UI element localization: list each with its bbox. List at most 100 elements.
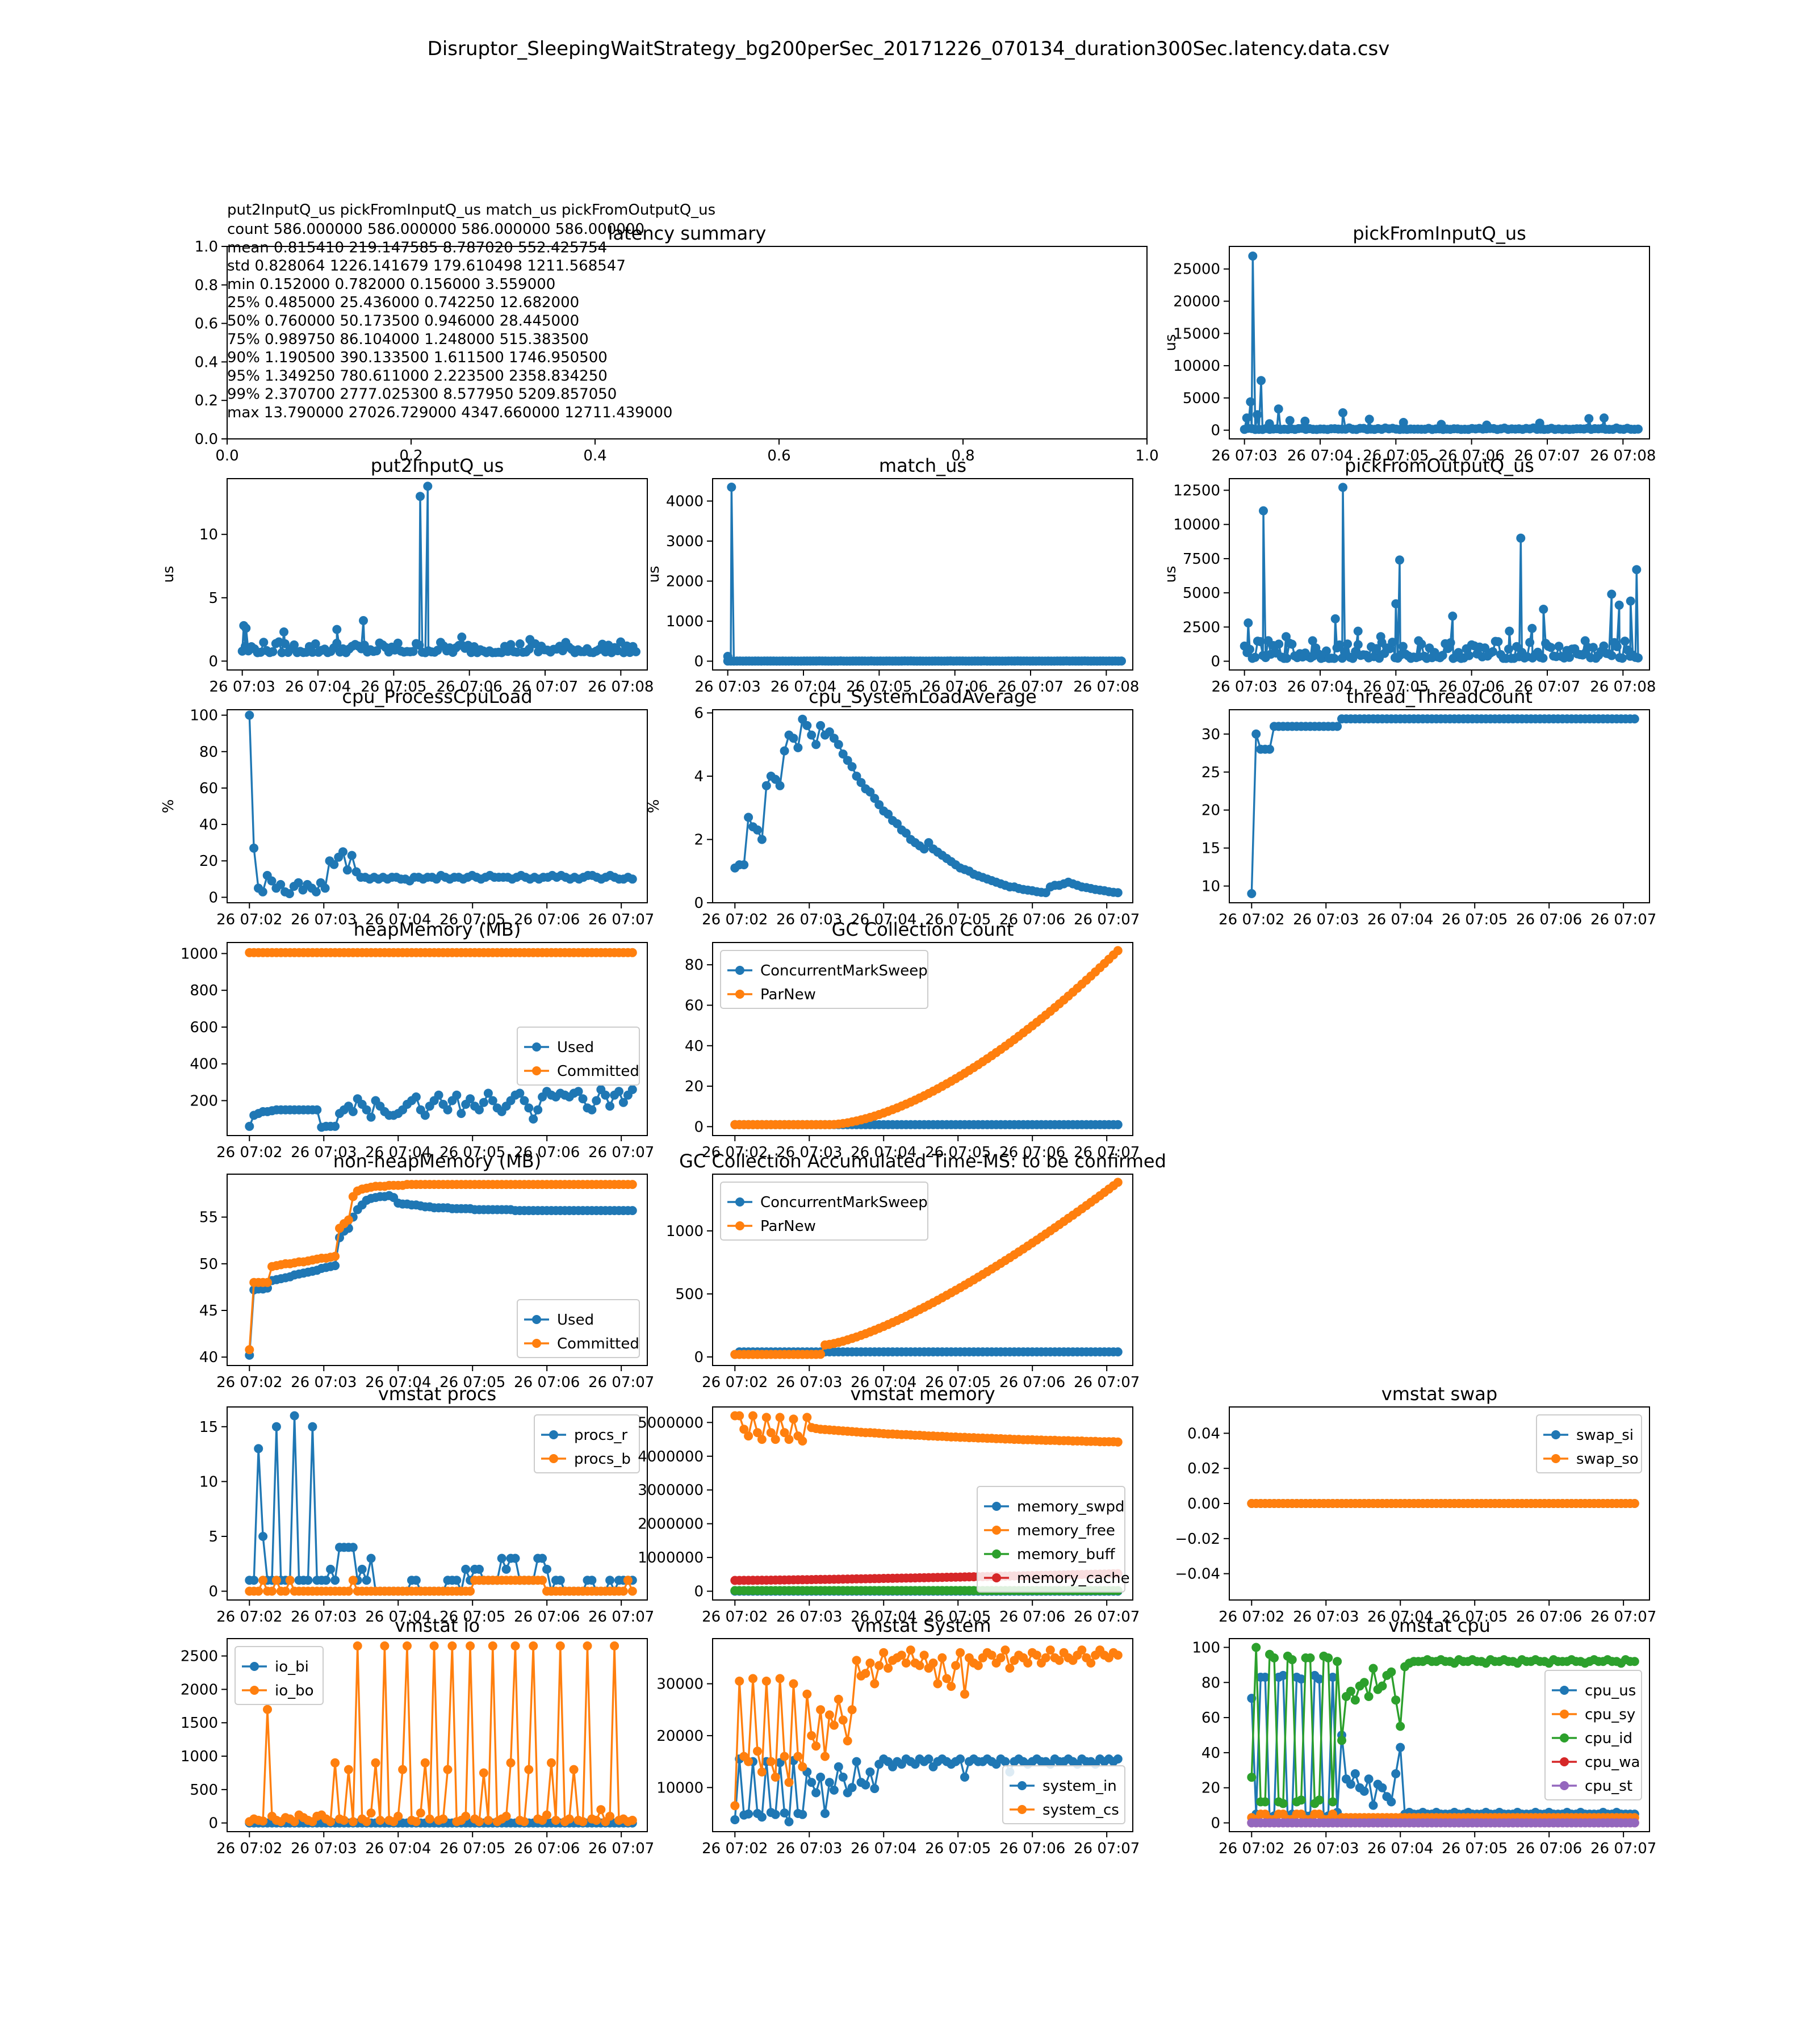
x-tick-label: 26 07:02 <box>702 1609 768 1626</box>
data-point <box>415 640 424 650</box>
data-point <box>1261 1797 1270 1807</box>
y-tick-label: 1000 <box>181 945 218 962</box>
axes-frame <box>227 1406 648 1601</box>
data-point <box>1353 640 1363 650</box>
series-group <box>237 481 640 657</box>
data-point <box>569 1765 579 1774</box>
legend-label: ParNew <box>760 1218 816 1235</box>
axes-frame <box>1229 1638 1650 1832</box>
y-axis-label: us <box>160 566 177 583</box>
data-point <box>520 1817 529 1827</box>
x-tick-label: 26 07:05 <box>1363 678 1429 696</box>
y-tick-label: 40 <box>1201 1745 1220 1762</box>
data-point <box>1032 1651 1041 1660</box>
x-tick-label: 26 07:06 <box>514 1609 580 1626</box>
y-tick-label: 60 <box>199 780 218 797</box>
data-point <box>960 1689 969 1699</box>
data-point <box>1630 714 1639 724</box>
x-tick-label: 26 07:05 <box>439 1609 505 1626</box>
y-tick-label: 0.4 <box>195 354 218 371</box>
chart-title: pickFromInputQ_us <box>1353 223 1526 244</box>
chart-title: vmstat procs <box>378 1383 496 1405</box>
data-point <box>479 1098 488 1107</box>
y-tick-label: 200 <box>190 1092 218 1109</box>
x-tick-label: 26 07:04 <box>1367 911 1433 928</box>
legend-marker <box>549 1454 558 1463</box>
summary-table-row: 25% 0.485000 25.436000 0.742250 12.68200… <box>227 294 579 311</box>
x-tick-label: 26 07:02 <box>1219 1609 1284 1626</box>
y-tick-label: 0 <box>208 653 218 670</box>
data-point <box>393 1811 403 1821</box>
y-tick-label: 100 <box>190 707 218 724</box>
y-tick-label: 0 <box>694 1119 704 1136</box>
y-tick-label: 55 <box>199 1209 218 1226</box>
data-point <box>780 1752 789 1761</box>
data-point <box>1607 589 1617 599</box>
data-point <box>610 1641 619 1651</box>
x-tick-label: 26 07:06 <box>437 678 503 696</box>
legend-label: io_bo <box>275 1682 314 1699</box>
y-tick-label: 10000 <box>1173 517 1220 534</box>
data-point <box>466 1094 475 1104</box>
data-point <box>524 1103 534 1113</box>
data-point <box>330 1576 340 1585</box>
data-point <box>1396 1722 1405 1731</box>
chart-title: vmstat cpu <box>1388 1615 1491 1636</box>
data-point <box>824 1710 834 1720</box>
x-tick-label: 26 07:02 <box>216 1609 282 1626</box>
data-point <box>1632 565 1642 575</box>
legend-marker <box>1018 1805 1027 1814</box>
chart-gcTime: 26 07:02 26 07:03 26 07:04 26 07:05 26 07:06… <box>666 1150 1166 1391</box>
data-point <box>529 1641 538 1651</box>
chart-heapMemory: 26 07:02 26 07:03 26 07:04 26 07:05 26 07:06… <box>181 919 654 1161</box>
y-tick-label: 1000 <box>666 613 704 630</box>
legend: Used Committed <box>517 1027 640 1086</box>
x-tick-label: 26 07:03 <box>291 911 357 928</box>
legend-marker <box>735 1197 744 1207</box>
data-point <box>874 800 884 810</box>
data-point <box>420 1758 430 1767</box>
x-tick-label: 26 07:05 <box>1442 911 1508 928</box>
summary-table-row: 50% 0.760000 50.173500 0.946000 28.44500… <box>227 313 579 330</box>
legend-label: cpu_id <box>1585 1730 1632 1747</box>
data-point <box>1045 1645 1055 1655</box>
legend-marker <box>1560 1686 1569 1695</box>
data-point <box>865 787 875 797</box>
data-point <box>1626 596 1635 606</box>
x-tick-label: 26 07:07 <box>512 678 578 696</box>
legend: swap_si swap_so <box>1536 1414 1642 1473</box>
x-tick-label: 26 07:05 <box>439 1144 505 1161</box>
data-point <box>425 1814 434 1824</box>
data-point <box>1438 651 1447 660</box>
data-point <box>1417 639 1426 649</box>
data-point <box>753 1746 762 1756</box>
chart-put2InputQ: 26 07:03 26 07:04 26 07:05 26 07:06 26 07:07… <box>160 455 654 696</box>
x-tick-label: 26 07:06 <box>1516 1840 1582 1857</box>
data-point <box>1328 1797 1338 1807</box>
data-point <box>1259 506 1268 516</box>
axes-frame <box>1229 246 1650 439</box>
data-point <box>771 1773 780 1782</box>
legend: ConcurrentMarkSweep ParNew <box>720 950 928 1009</box>
data-point <box>1077 1645 1087 1655</box>
x-tick-label: 26 07:07 <box>1514 678 1580 696</box>
data-point <box>284 889 294 898</box>
x-tick-label: 26 07:06 <box>514 911 580 928</box>
data-point <box>843 756 852 765</box>
data-point <box>578 1094 588 1104</box>
legend-marker <box>992 1526 1001 1535</box>
x-tick-label: 26 07:06 <box>1516 911 1582 928</box>
data-point <box>259 638 269 647</box>
data-point <box>757 1767 767 1777</box>
y-axis-label: us <box>1162 566 1179 583</box>
data-point <box>475 1105 484 1115</box>
data-point <box>947 1682 956 1691</box>
x-tick-label: 26 07:07 <box>1590 911 1656 928</box>
x-tick-label: 26 07:04 <box>1287 678 1353 696</box>
data-point <box>1321 646 1331 656</box>
axes-frame <box>712 942 1133 1136</box>
x-tick-label: 26 07:03 <box>291 1840 357 1857</box>
data-point <box>893 819 902 828</box>
x-tick-label: 26 07:03 <box>776 1144 842 1161</box>
chart-vmstat_io: 26 07:02 26 07:03 26 07:04 26 07:05 26 07:06… <box>181 1615 654 1857</box>
